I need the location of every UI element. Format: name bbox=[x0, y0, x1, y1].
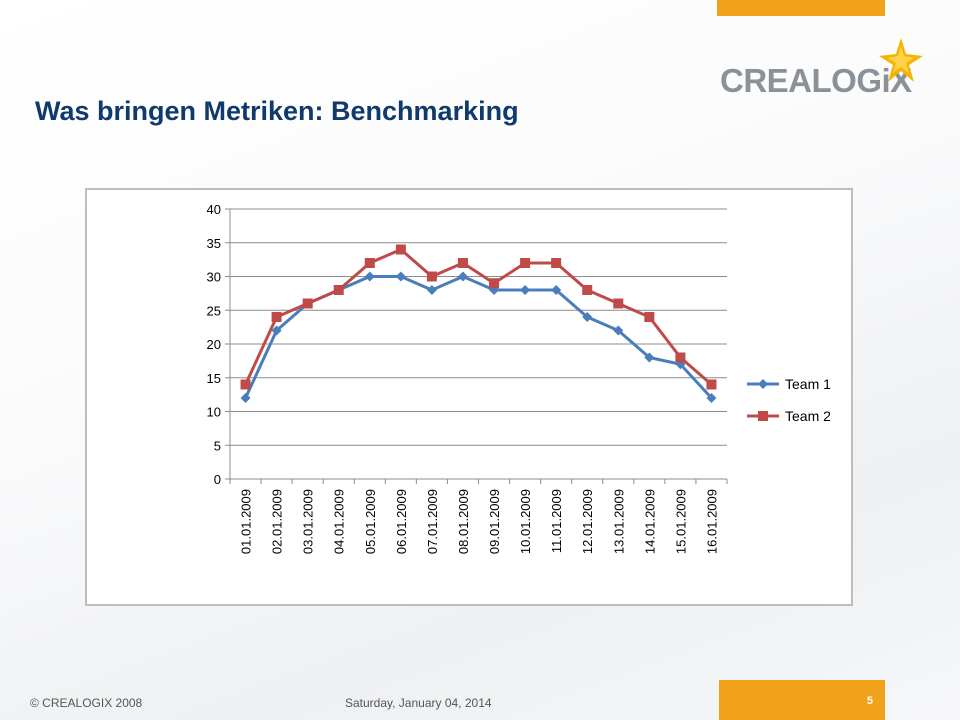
x-tick-label: 13.01.2009 bbox=[611, 489, 626, 554]
legend-marker bbox=[758, 411, 768, 421]
y-tick-label: 15 bbox=[207, 371, 221, 386]
footer-copyright: © CREALOGIX 2008 bbox=[30, 696, 143, 710]
x-tick-label: 01.01.2009 bbox=[239, 489, 254, 554]
footer-date: Saturday, January 04, 2014 bbox=[345, 696, 492, 710]
data-point-team2 bbox=[675, 352, 686, 363]
data-point-team2 bbox=[582, 285, 593, 295]
crealogix-logo: CREALOGiX bbox=[718, 36, 928, 99]
x-tick-label: 15.01.2009 bbox=[673, 489, 688, 554]
x-tick-label: 14.01.2009 bbox=[642, 489, 657, 554]
data-point-team2 bbox=[613, 298, 624, 309]
page-number-box: 5 bbox=[719, 680, 885, 720]
legend-marker bbox=[758, 379, 768, 389]
series-line-2 bbox=[244, 248, 713, 386]
y-tick-label: 10 bbox=[207, 405, 221, 420]
x-tick-label: 11.01.2009 bbox=[549, 489, 564, 553]
data-point-team1 bbox=[271, 325, 282, 336]
page-number: 5 bbox=[866, 695, 873, 707]
y-tick-label: 0 bbox=[214, 472, 221, 487]
data-point-team1 bbox=[644, 352, 655, 363]
data-point-team1 bbox=[395, 271, 406, 282]
data-point-team1 bbox=[240, 393, 251, 403]
data-point-team2 bbox=[520, 258, 531, 268]
x-tick-label: 16.01.2009 bbox=[704, 489, 719, 554]
y-tick-label: 35 bbox=[207, 236, 221, 251]
data-point-team1 bbox=[551, 285, 562, 295]
line-chart: 0 5 10 15 20 25 30 35 40 01.01.2009 02.01.2009 03.0… bbox=[207, 202, 832, 554]
x-tick-label: 05.01.2009 bbox=[363, 489, 378, 554]
y-tick-label: 40 bbox=[207, 202, 221, 217]
logo-text: CREALOGiX bbox=[720, 62, 912, 99]
data-point-team1 bbox=[364, 271, 375, 282]
x-tick-label: 08.01.2009 bbox=[456, 489, 471, 554]
legend-label: Team 1 bbox=[785, 376, 831, 392]
y-tick-label: 30 bbox=[207, 270, 221, 285]
data-point-team2 bbox=[457, 258, 468, 268]
data-point-team2 bbox=[271, 312, 282, 322]
x-tick-label: 02.01.2009 bbox=[270, 489, 285, 554]
data-point-team1 bbox=[706, 393, 717, 403]
x-tick-label: 06.01.2009 bbox=[394, 489, 409, 554]
data-point-team2 bbox=[364, 258, 375, 268]
x-tick-label: 10.01.2009 bbox=[518, 489, 533, 554]
top-accent-bar bbox=[717, 0, 885, 16]
x-tick-label: 12.01.2009 bbox=[580, 489, 595, 554]
data-point-team2 bbox=[426, 271, 437, 282]
y-tick-label: 25 bbox=[207, 303, 221, 318]
page-title: Was bringen Metriken: Benchmarking bbox=[35, 96, 519, 126]
data-point-team2 bbox=[240, 379, 251, 390]
x-tick-label: 04.01.2009 bbox=[332, 489, 347, 554]
x-tick-label: 09.01.2009 bbox=[487, 489, 502, 554]
y-tick-label: 5 bbox=[214, 438, 221, 453]
data-point-team1 bbox=[457, 271, 468, 282]
data-point-team2 bbox=[395, 244, 406, 255]
data-point-team2 bbox=[706, 379, 717, 390]
series-line-1 bbox=[244, 275, 713, 400]
data-point-team1 bbox=[426, 285, 437, 295]
data-point-team2 bbox=[644, 312, 655, 322]
data-point-team2 bbox=[333, 285, 344, 295]
data-point-team1 bbox=[520, 285, 531, 295]
data-point-team1 bbox=[613, 325, 624, 336]
data-point-team1 bbox=[582, 312, 593, 322]
x-tick-label: 07.01.2009 bbox=[425, 489, 440, 554]
data-point-team2 bbox=[489, 278, 500, 289]
y-tick-label: 20 bbox=[207, 337, 221, 352]
star-icon bbox=[879, 38, 923, 82]
data-point-team2 bbox=[302, 298, 313, 309]
data-point-team2 bbox=[551, 258, 562, 268]
legend-label: Team 2 bbox=[785, 408, 831, 424]
x-tick-label: 03.01.2009 bbox=[301, 489, 316, 554]
chart-frame: 0 5 10 15 20 25 30 35 40 01.01.2009 02.01.2009 03.0… bbox=[85, 188, 853, 606]
